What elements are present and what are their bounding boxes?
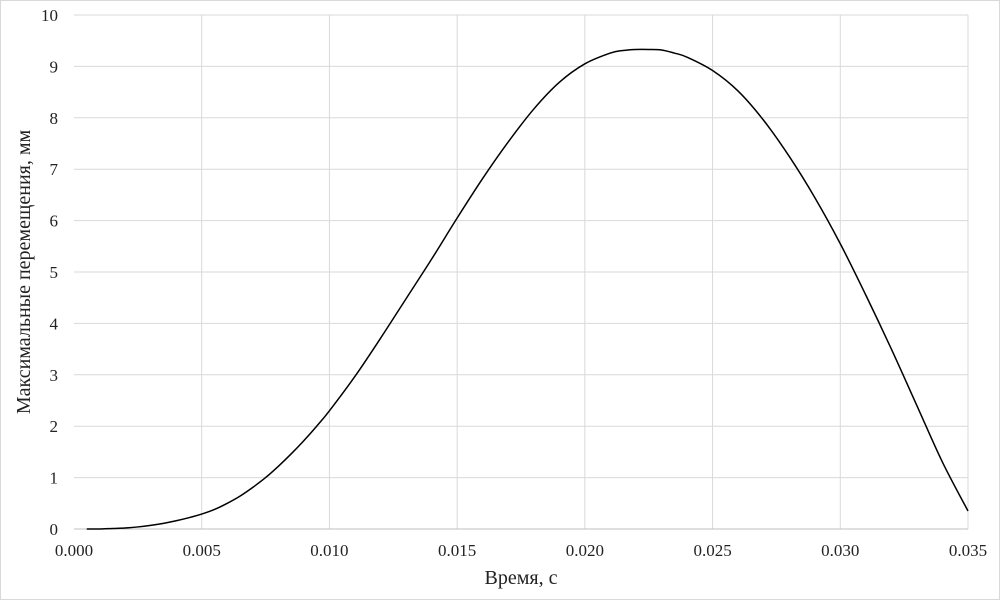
- series-line: [86, 48, 969, 530]
- y-tick-label: 7: [50, 160, 59, 179]
- x-tick-label: 0.030: [821, 541, 859, 560]
- y-tick-label: 3: [50, 366, 59, 385]
- x-tick-label: 0.020: [566, 541, 604, 560]
- y-tick-label: 0: [50, 520, 59, 539]
- y-tick-label: 1: [50, 469, 59, 488]
- y-tick-label: 2: [50, 417, 59, 436]
- x-tick-label: 0.010: [310, 541, 348, 560]
- x-axis-label: Время, с: [485, 567, 558, 589]
- y-axis-label: Максимальные перемещения, мм: [13, 129, 35, 414]
- x-axis-tick-labels: 0.000 0.005 0.010 0.015 0.020 0.025 0.030 0.035: [55, 541, 987, 560]
- y-tick-label: 4: [50, 314, 59, 333]
- y-tick-label: 9: [50, 57, 59, 76]
- x-tick-label: 0.005: [183, 541, 221, 560]
- y-tick-label: 8: [50, 109, 59, 128]
- y-tick-label: 5: [50, 263, 59, 282]
- x-tick-label: 0.035: [949, 541, 987, 560]
- x-tick-label: 0.000: [55, 541, 93, 560]
- x-tick-label: 0.025: [693, 541, 731, 560]
- y-axis-tick-labels: 0 1 2 3 4 5 6 7 8 9 10: [41, 6, 59, 539]
- x-tick-label: 0.015: [438, 541, 476, 560]
- grid: [74, 14, 969, 529]
- y-tick-label: 6: [50, 212, 59, 231]
- y-tick-label: 10: [41, 6, 58, 25]
